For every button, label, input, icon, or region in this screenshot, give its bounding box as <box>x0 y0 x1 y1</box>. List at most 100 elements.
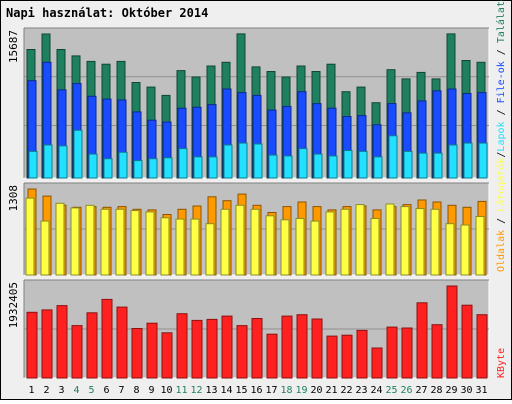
bar-kbyte-28 <box>431 324 443 379</box>
bar-lapok-20 <box>313 153 323 179</box>
bar-oldalak-21 <box>325 211 335 276</box>
bar-oldalak-7 <box>115 208 125 276</box>
bar-lapok-21 <box>328 155 338 179</box>
legend-lapok: Lapok <box>496 121 507 151</box>
bar-lapok-31 <box>478 142 488 179</box>
bar-oldalak-2 <box>40 220 50 276</box>
bar-kbyte-22 <box>341 334 353 379</box>
panel-bottom <box>23 279 490 379</box>
x-tick-label-16: 16 <box>250 385 262 396</box>
legend-kbyte: KByte <box>496 348 507 378</box>
x-tick-label-22: 22 <box>340 385 352 396</box>
bar-oldalak-17 <box>265 215 275 276</box>
legend-separator: / <box>496 103 507 121</box>
panel-middle <box>23 182 490 276</box>
x-tick-label-12: 12 <box>190 385 202 396</box>
bar-lapok-19 <box>298 148 308 179</box>
bar-oldalak-5 <box>85 204 95 276</box>
bar-lapok-16 <box>253 143 263 179</box>
bar-lapok-2 <box>43 144 53 179</box>
x-tick-label-27: 27 <box>415 385 427 396</box>
bar-kbyte-7 <box>116 306 128 379</box>
bar-oldalak-19 <box>295 218 305 276</box>
x-tick-label-8: 8 <box>133 385 139 396</box>
legend-separator: / <box>496 43 507 61</box>
bar-oldalak-27 <box>415 208 425 276</box>
bar-lapok-13 <box>208 156 218 179</box>
bar-kbyte-3 <box>56 305 68 379</box>
bar-kbyte-2 <box>41 309 53 379</box>
bar-oldalak-24 <box>370 218 380 276</box>
x-tick-label-28: 28 <box>430 385 442 396</box>
bar-kbyte-6 <box>101 298 113 379</box>
x-tick-label-7: 7 <box>118 385 124 396</box>
x-tick-label-6: 6 <box>103 385 109 396</box>
bar-oldalak-31 <box>475 216 485 276</box>
bar-lapok-25 <box>388 135 398 179</box>
x-tick-label-4: 4 <box>73 385 79 396</box>
y-max-label-middle: 1308 <box>7 185 20 212</box>
series-legend: Oldalak / Látogatók/Lapok / File-ok / Ta… <box>495 0 507 272</box>
bar-oldalak-14 <box>220 208 230 276</box>
bar-oldalak-1 <box>25 197 35 276</box>
bar-kbyte-9 <box>146 322 158 379</box>
bar-lapok-7 <box>118 151 128 179</box>
x-tick-label-25: 25 <box>385 385 397 396</box>
bar-lapok-29 <box>448 144 458 179</box>
kbyte-legend: KByte <box>496 348 507 378</box>
bar-kbyte-21 <box>326 335 338 379</box>
bar-kbyte-24 <box>371 347 383 379</box>
bar-kbyte-17 <box>266 333 278 379</box>
bar-kbyte-5 <box>86 312 98 379</box>
legend-separator: / <box>496 212 507 230</box>
bar-oldalak-20 <box>310 220 320 276</box>
bar-kbyte-27 <box>416 302 428 379</box>
x-tick-label-10: 10 <box>160 385 172 396</box>
x-tick-label-29: 29 <box>445 385 457 396</box>
bar-lapok-30 <box>463 142 473 179</box>
y-max-label-top: 15687 <box>7 30 20 63</box>
bar-kbyte-8 <box>131 328 143 379</box>
bar-oldalak-11 <box>175 218 185 276</box>
bar-lapok-11 <box>178 148 188 179</box>
chart-title: Napi használat: Október 2014 <box>6 6 208 20</box>
bar-kbyte-14 <box>221 315 233 379</box>
bar-lapok-17 <box>268 154 278 179</box>
bar-lapok-23 <box>358 150 368 179</box>
bar-lapok-5 <box>88 153 98 179</box>
legend-separator: / <box>496 152 507 158</box>
x-tick-label-23: 23 <box>355 385 367 396</box>
bar-oldalak-22 <box>340 208 350 276</box>
x-tick-label-11: 11 <box>175 385 187 396</box>
x-tick-label-9: 9 <box>148 385 154 396</box>
bar-lapok-10 <box>163 157 173 179</box>
y-max-label-bottom: 1932405 <box>7 282 20 328</box>
x-tick-label-31: 31 <box>475 385 487 396</box>
x-tick-label-2: 2 <box>43 385 49 396</box>
bar-lapok-8 <box>133 160 143 179</box>
bar-lapok-18 <box>283 155 293 179</box>
bar-oldalak-30 <box>460 224 470 276</box>
bar-oldalak-6 <box>100 208 110 276</box>
bar-kbyte-15 <box>236 325 248 379</box>
bar-oldalak-3 <box>55 202 65 276</box>
bar-lapok-14 <box>223 144 233 179</box>
panel-top <box>23 27 490 179</box>
bar-lapok-27 <box>418 152 428 179</box>
x-tick-label-19: 19 <box>295 385 307 396</box>
x-tick-label-14: 14 <box>220 385 232 396</box>
bar-lapok-9 <box>148 158 158 179</box>
bar-lapok-6 <box>103 158 113 179</box>
bar-kbyte-19 <box>296 314 308 379</box>
bar-lapok-26 <box>403 150 413 179</box>
bar-oldalak-15 <box>235 204 245 276</box>
bar-kbyte-16 <box>251 318 263 379</box>
bar-oldalak-25 <box>385 203 395 276</box>
bar-kbyte-1 <box>26 311 38 379</box>
x-tick-label-3: 3 <box>58 385 64 396</box>
bar-lapok-28 <box>433 152 443 179</box>
bar-lapok-22 <box>343 150 353 179</box>
bar-lapok-3 <box>58 145 68 179</box>
bar-kbyte-11 <box>176 313 188 379</box>
